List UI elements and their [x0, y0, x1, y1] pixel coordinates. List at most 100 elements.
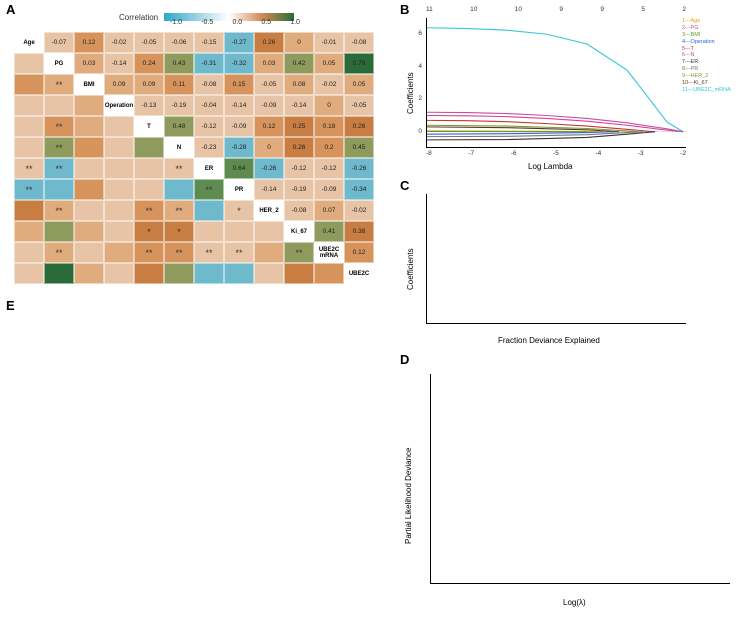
heatmap-cell: 0.03 [74, 53, 104, 74]
panel-b-x-ticks: -8-7-6-5-4-3-2 [426, 150, 686, 157]
heatmap-cell: 0.79 [344, 53, 374, 74]
heatmap-cell: ** [164, 200, 194, 221]
heatmap-cell: 0.38 [344, 221, 374, 242]
heatmap-cell [14, 200, 44, 221]
legend-item: 4---Operation [682, 39, 746, 46]
panel-c-xlabel: Fraction Deviance Explained [498, 336, 600, 345]
heatmap-cell: -0.09 [224, 116, 254, 137]
heatmap-cell: N [164, 137, 194, 158]
heatmap-cell [74, 116, 104, 137]
legend-item: 8---PR [682, 66, 746, 73]
heatmap-cell: 0.12 [344, 242, 374, 263]
heatmap-cell [104, 158, 134, 179]
heatmap-cell [194, 221, 224, 242]
heatmap-cell: Operation [104, 95, 134, 116]
panel-d-ylabel: Partial Likelihood Deviance [404, 448, 413, 545]
heatmap-cell: ** [44, 242, 74, 263]
heatmap-cell: 0.03 [254, 53, 284, 74]
heatmap-cell [14, 116, 44, 137]
heatmap-cell: Age [14, 32, 44, 53]
heatmap-cell: -0.26 [344, 158, 374, 179]
heatmap-cell: 0.09 [104, 74, 134, 95]
heatmap-cell: 0.18 [314, 116, 344, 137]
heatmap-cell: * [134, 221, 164, 242]
heatmap-cell: -0.31 [194, 53, 224, 74]
heatmap-cell: 0.26 [344, 116, 374, 137]
heatmap-cell [164, 179, 194, 200]
panel-b-legend: 1---Age2---PG3---BMI4---Operation5---T6-… [682, 18, 746, 94]
heatmap-cell: 0.15 [224, 74, 254, 95]
heatmap-cell: -0.06 [164, 32, 194, 53]
heatmap-cell: 0.41 [314, 221, 344, 242]
heatmap-cell: -0.26 [254, 158, 284, 179]
heatmap-cell [14, 263, 44, 284]
heatmap-cell [134, 137, 164, 158]
correlation-ticks: -1.0-0.50.00.51.0 [170, 19, 300, 26]
heatmap-cell: ER [194, 158, 224, 179]
legend-item: 7---ER [682, 59, 746, 66]
heatmap-cell [284, 263, 314, 284]
heatmap-cell: * [164, 221, 194, 242]
heatmap-cell [74, 95, 104, 116]
panel-a-heatmap: Correlation -1.0-0.50.00.51.0 Age-0.070.… [4, 6, 390, 294]
heatmap-cell: 0.05 [314, 53, 344, 74]
heatmap-cell: -0.08 [284, 200, 314, 221]
heatmap-cell: -0.12 [194, 116, 224, 137]
heatmap-cell: PR [224, 179, 254, 200]
heatmap-cell: -0.15 [194, 32, 224, 53]
heatmap-cell: ** [134, 242, 164, 263]
heatmap-cell: 0.26 [284, 137, 314, 158]
heatmap-cell: -0.04 [194, 95, 224, 116]
heatmap-cell [74, 242, 104, 263]
heatmap-cell [14, 137, 44, 158]
heatmap-cell: 0 [314, 95, 344, 116]
heatmap-cell: ** [224, 242, 254, 263]
heatmap-cell [44, 179, 74, 200]
heatmap-cell [44, 263, 74, 284]
heatmap-cell: -0.12 [284, 158, 314, 179]
heatmap-cell: -0.02 [104, 32, 134, 53]
heatmap-cell [104, 242, 134, 263]
heatmap-cell: PG [44, 53, 74, 74]
heatmap-cell: ** [194, 242, 224, 263]
heatmap-cell: 0.45 [344, 137, 374, 158]
heatmap-cell [134, 263, 164, 284]
panel-b-ylabel: Coefficients [406, 72, 415, 114]
heatmap-cell: -0.08 [344, 32, 374, 53]
heatmap-cell [14, 53, 44, 74]
heatmap-cell [14, 221, 44, 242]
heatmap-cell [134, 158, 164, 179]
heatmap-cell: 0.11 [164, 74, 194, 95]
legend-item: 3---BMI [682, 32, 746, 39]
heatmap-cell: -0.05 [134, 32, 164, 53]
heatmap-cell [194, 263, 224, 284]
legend-item: 6---N [682, 52, 746, 59]
heatmap-cell: 0.64 [224, 158, 254, 179]
heatmap-cell: BMI [74, 74, 104, 95]
heatmap-cell [74, 179, 104, 200]
heatmap-cell: 0.12 [74, 32, 104, 53]
heatmap-cell [194, 200, 224, 221]
heatmap-cell [254, 242, 284, 263]
heatmap-cell [74, 200, 104, 221]
heatmap-cell: 0.08 [284, 74, 314, 95]
heatmap-cell [44, 221, 74, 242]
heatmap-cell: 0 [284, 32, 314, 53]
heatmap-cell: -0.14 [104, 53, 134, 74]
heatmap-cell: ** [14, 158, 44, 179]
heatmap-cell: -0.28 [224, 137, 254, 158]
panel-b-top-ticks: 1110109952 [426, 6, 686, 13]
legend-item: 10---Ki_67 [682, 80, 746, 87]
heatmap-cell: ** [44, 74, 74, 95]
heatmap-cell [14, 74, 44, 95]
panel-b-coefplot: 1110109952 Coefficients Log Lambda -8-7-… [398, 4, 748, 174]
panel-e-table [4, 302, 394, 614]
heatmap-cell: -0.14 [284, 95, 314, 116]
heatmap-cell [314, 263, 344, 284]
heatmap-cell: 0.09 [134, 74, 164, 95]
heatmap-cell [104, 137, 134, 158]
heatmap-cell [224, 263, 254, 284]
heatmap-cell [104, 179, 134, 200]
heatmap-cell: -0.05 [254, 74, 284, 95]
heatmap-cell [224, 221, 254, 242]
